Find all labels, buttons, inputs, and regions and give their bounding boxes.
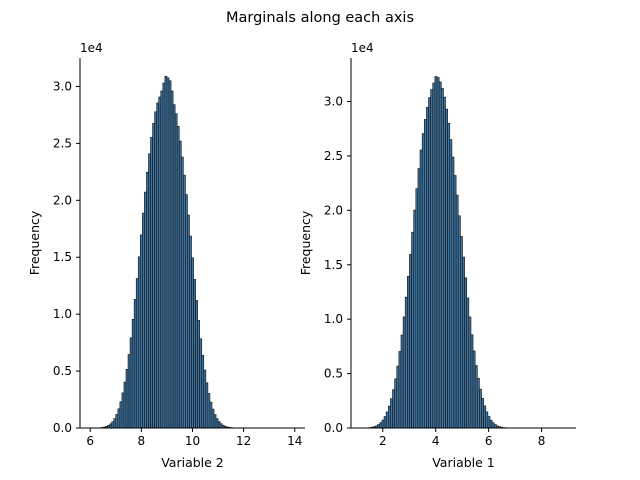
x-tick-label: 2	[379, 434, 387, 448]
x-axis-label: Variable 1	[432, 455, 495, 470]
y-tick-label: 2.0	[53, 193, 72, 207]
y-tick-label: 1.5	[324, 258, 343, 272]
y-tick-label: 2.5	[324, 149, 343, 163]
x-tick-label: 14	[287, 434, 302, 448]
x-axis-label: Variable 2	[161, 455, 224, 470]
y-tick-label: 0.5	[324, 367, 343, 381]
y-tick-label: 1.5	[53, 250, 72, 264]
y-tick-label: 1.0	[53, 307, 72, 321]
figure-title: Marginals along each axis	[226, 10, 414, 26]
histogram-bars	[94, 75, 239, 429]
x-tick-label: 4	[432, 434, 440, 448]
x-tick-label: 6	[485, 434, 493, 448]
x-tick-label: 10	[185, 434, 200, 448]
y-axis-label: Frequency	[27, 210, 42, 275]
y-tick-label: 3.0	[324, 95, 343, 109]
x-tick-label: 12	[236, 434, 251, 448]
y-tick-label: 1.0	[324, 312, 343, 326]
y-offset-text: 1e4	[351, 41, 374, 55]
y-tick-label: 2.0	[324, 203, 343, 217]
histogram-variable-1: 2 4 6 8 0.0 0.5 1.0 1.5 2.0 2.5 3.0 1e4 Variable 1 Fr…	[298, 41, 576, 470]
y-tick-label: 0.0	[324, 421, 343, 435]
y-tick-label: 2.5	[53, 136, 72, 150]
y-offset-text: 1e4	[80, 41, 103, 55]
x-tick-label: 8	[138, 434, 146, 448]
y-tick-label: 0.5	[53, 364, 72, 378]
y-tick-label: 3.0	[53, 79, 72, 93]
x-tick-label: 6	[86, 434, 94, 448]
y-tick-label: 0.0	[53, 421, 72, 435]
y-axis-label: Frequency	[298, 210, 313, 275]
histogram-variable-2: 6 8 10 12 14 0.0 0.5 1.0 1.5 2.0 2.5 3.0 1e4 Variable…	[27, 41, 305, 470]
x-tick-label: 8	[538, 434, 546, 448]
